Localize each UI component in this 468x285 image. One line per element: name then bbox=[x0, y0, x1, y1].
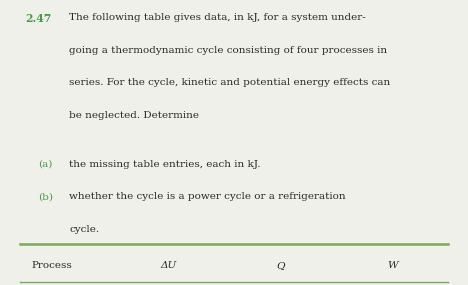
Text: The following table gives data, in kJ, for a system under-: The following table gives data, in kJ, f… bbox=[69, 13, 366, 22]
Text: W: W bbox=[388, 261, 398, 270]
Text: (b): (b) bbox=[38, 192, 53, 201]
Text: Process: Process bbox=[32, 261, 73, 270]
Text: series. For the cycle, kinetic and potential energy effects can: series. For the cycle, kinetic and poten… bbox=[69, 78, 390, 87]
Text: be neglected. Determine: be neglected. Determine bbox=[69, 111, 199, 120]
Text: 2.47: 2.47 bbox=[26, 13, 52, 24]
Text: whether the cycle is a power cycle or a refrigeration: whether the cycle is a power cycle or a … bbox=[69, 192, 346, 201]
Text: ΔU: ΔU bbox=[161, 261, 176, 270]
Text: (a): (a) bbox=[38, 160, 53, 169]
Text: cycle.: cycle. bbox=[69, 225, 99, 234]
Text: going a thermodynamic cycle consisting of four processes in: going a thermodynamic cycle consisting o… bbox=[69, 46, 388, 55]
Text: the missing table entries, each in kJ.: the missing table entries, each in kJ. bbox=[69, 160, 261, 169]
Text: Q: Q bbox=[277, 261, 285, 270]
